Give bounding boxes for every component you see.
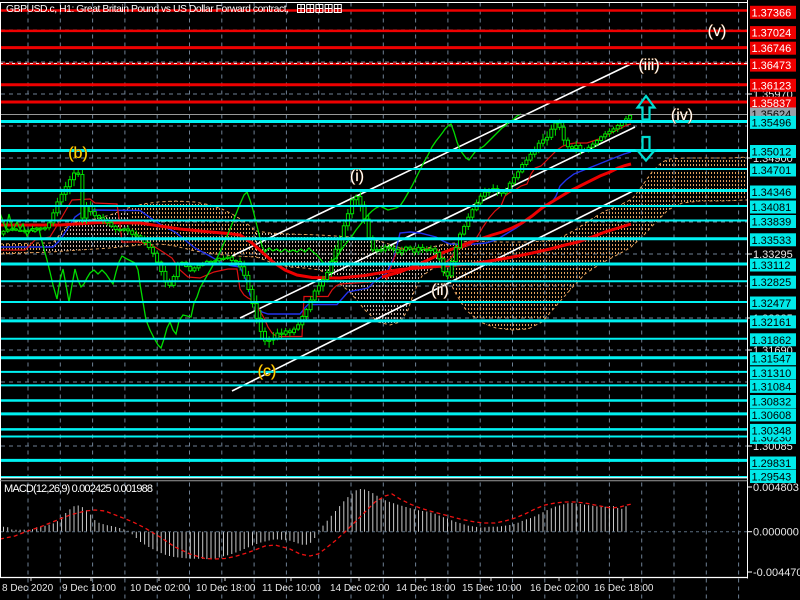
svg-text:11 Dec 10:00: 11 Dec 10:00 (262, 583, 321, 594)
svg-text:1.35496: 1.35496 (752, 117, 792, 129)
svg-text:(iv): (iv) (671, 107, 693, 124)
svg-text:1.35012: 1.35012 (752, 147, 792, 159)
svg-text:1.31084: 1.31084 (752, 381, 792, 393)
svg-text:1.36473: 1.36473 (752, 60, 792, 72)
svg-text:(c): (c) (258, 363, 277, 380)
svg-text:1.35837: 1.35837 (752, 98, 792, 110)
svg-text:-0.004470: -0.004470 (753, 567, 800, 579)
svg-text:1.37366: 1.37366 (752, 7, 792, 19)
svg-text:1.29543: 1.29543 (752, 472, 792, 484)
svg-text:1.33295: 1.33295 (753, 249, 793, 261)
svg-text:9 Dec 10:00: 9 Dec 10:00 (62, 583, 116, 594)
svg-text:(v): (v) (708, 23, 727, 40)
svg-text:1.30348: 1.30348 (752, 425, 792, 437)
svg-text:1.32161: 1.32161 (752, 317, 792, 329)
svg-text:16 Dec 18:00: 16 Dec 18:00 (594, 583, 654, 594)
svg-text:14 Dec 18:00: 14 Dec 18:00 (396, 583, 456, 594)
svg-text:MACD(12,26,9) 0.002425 0.00198: MACD(12,26,9) 0.002425 0.001988 (4, 483, 153, 495)
svg-text:GBPUSD.c, H1: Great Britain P: GBPUSD.c, H1: Great Britain Pound vs US … (6, 4, 289, 15)
svg-text:1.31862: 1.31862 (752, 335, 792, 347)
svg-text:1.34701: 1.34701 (752, 165, 792, 177)
svg-text:1.30832: 1.30832 (752, 397, 792, 409)
svg-text:1.29831: 1.29831 (752, 458, 792, 470)
svg-text:1.33533: 1.33533 (752, 235, 792, 247)
svg-text:1.32825: 1.32825 (752, 277, 792, 289)
svg-text:1.32477: 1.32477 (752, 298, 792, 310)
svg-text:1.36746: 1.36746 (752, 43, 792, 55)
svg-text:0.004803: 0.004803 (753, 482, 799, 494)
svg-text:1.33839: 1.33839 (752, 217, 792, 229)
svg-text:1.37024: 1.37024 (752, 28, 792, 40)
svg-text:14 Dec 02:00: 14 Dec 02:00 (330, 583, 390, 594)
svg-text:16 Dec 02:00: 16 Dec 02:00 (530, 583, 590, 594)
svg-text:10 Dec 18:00: 10 Dec 18:00 (196, 583, 256, 594)
svg-text:1.34081: 1.34081 (752, 202, 792, 214)
svg-text:1.31547: 1.31547 (752, 354, 792, 366)
svg-text:(iii): (iii) (638, 57, 659, 74)
svg-text:(b): (b) (68, 145, 88, 162)
svg-text:(i): (i) (350, 168, 364, 185)
svg-text:10 Dec 02:00: 10 Dec 02:00 (130, 583, 190, 594)
svg-text:1.30608: 1.30608 (752, 410, 792, 422)
svg-text:(ii): (ii) (431, 282, 449, 299)
svg-text:1.31310: 1.31310 (752, 368, 792, 380)
svg-text:0.000000: 0.000000 (753, 527, 799, 539)
svg-text:8 Dec 2020: 8 Dec 2020 (2, 583, 54, 594)
svg-text:1.36123: 1.36123 (752, 80, 792, 92)
svg-text:15 Dec 10:00: 15 Dec 10:00 (462, 583, 522, 594)
svg-text:1.33112: 1.33112 (752, 260, 791, 272)
svg-text:1.34346: 1.34346 (752, 187, 792, 199)
